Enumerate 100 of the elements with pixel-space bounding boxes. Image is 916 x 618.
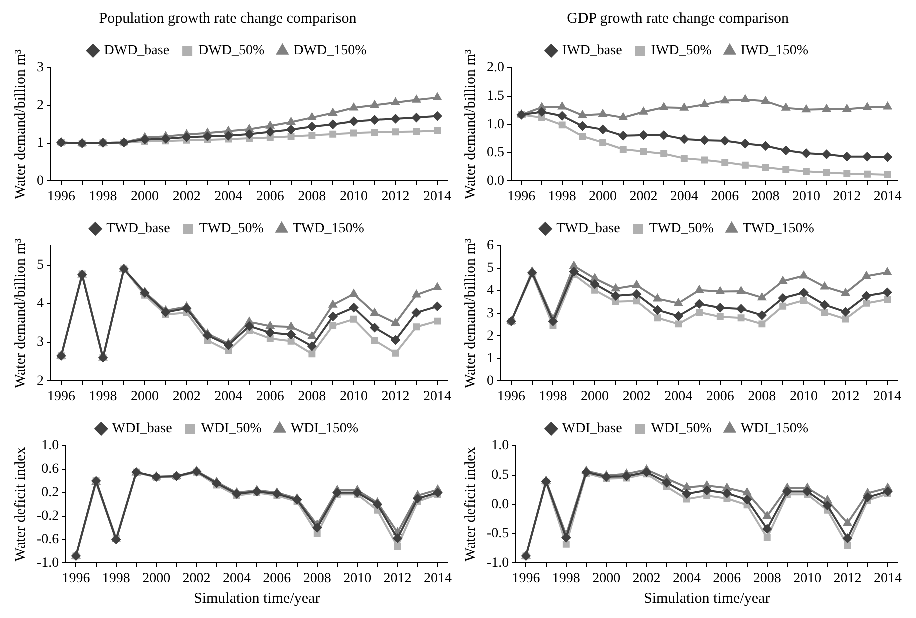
y-tick-label: 5 [37,258,44,273]
y-tick-label: 2.0 [487,60,504,76]
x-tick-label: 2008 [753,571,782,586]
x-tick-label: 1996 [47,189,76,204]
y-tick-label: 0 [487,374,494,389]
x-tick-label: 2002 [182,571,211,586]
legend-label: TWD_50% [199,222,264,237]
x-tick-label: 2000 [581,389,610,404]
y-tick-label: 1.0 [492,438,510,454]
x-tick-label: 2008 [748,389,776,404]
legend-label: WDI_50% [651,422,712,437]
x-tick-label: 2004 [670,189,698,204]
y-tick-label: -1.0 [36,556,60,571]
y-tick-label: 6 [487,238,494,254]
x-tick-label: 2012 [832,389,860,404]
x-tick-label: 1996 [512,571,540,586]
x-tick-label: 2010 [340,389,368,404]
x-tick-label: 2012 [384,571,412,586]
x-tick-label: 2008 [303,571,332,586]
legend-label: WDI_50% [201,422,262,437]
x-tick-label: 2000 [592,571,621,586]
x-tick-label: 1998 [102,571,130,586]
x-tick-label: 1996 [508,189,536,204]
y-tick-label: 0.0 [492,497,510,512]
y-tick-label: 0.5 [492,468,510,483]
y-tick-label: -0.2 [36,508,60,524]
x-tick-label: 2010 [792,189,820,204]
y-tick-label: 0.0 [487,174,504,189]
x-tick-label: 2000 [142,571,171,586]
legend-label: TWD_base [106,222,170,237]
y-tick-label: 5 [487,261,494,276]
x-tick-label: 2004 [214,389,243,404]
x-tick-label: 2006 [711,189,740,204]
y-axis-title: Water deficit index [12,446,29,562]
x-tick-label: 1998 [89,189,118,204]
y-tick-label: 4 [37,296,44,312]
x-tick-label: 2008 [752,189,780,204]
x-tick-label: 1996 [47,389,76,404]
x-tick-label: 2014 [874,389,902,404]
legend-label: TWD_base [556,222,620,237]
chart-title: GDP growth rate change comparison [567,10,790,27]
x-tick-label: 2012 [834,571,862,586]
x-tick-label: 2014 [424,189,452,204]
y-tick-label: 3 [37,60,44,76]
x-tick-label: 1998 [548,189,576,204]
y-tick-label: -0.5 [486,526,510,542]
y-tick-label: -0.6 [36,532,60,548]
x-tick-label: 2002 [632,571,661,586]
x-tick-label: 2014 [874,189,902,204]
y-axis-title: Water demand/billion m³ [462,238,479,389]
x-tick-label: 1998 [552,571,580,586]
y-tick-label: -1.0 [486,556,510,571]
legend-label: TWD_150% [292,222,365,237]
x-tick-label: 2006 [263,571,292,586]
y-axis-title: Water demand/billion m³ [12,49,29,200]
y-tick-label: 1 [487,351,494,366]
x-tick-label: 2014 [424,571,452,586]
x-tick-label: 2010 [340,189,368,204]
x-tick-label: 2000 [131,389,160,404]
x-tick-label: 2008 [298,389,326,404]
x-tick-label: 2006 [256,389,284,404]
x-tick-label: 2002 [172,389,201,404]
x-tick-label: 1998 [89,389,118,404]
y-tick-label: 0.2 [42,486,60,501]
x-tick-label: 1996 [62,571,90,586]
legend-label: WDI_base [112,422,172,437]
legend-label: IWD_base [562,44,622,59]
y-axis-title: Water demand/billion m³ [12,238,29,389]
legend-label: WDI_base [562,422,622,437]
y-tick-label: 4 [487,284,494,299]
legend-label: WDI_150% [740,422,809,437]
y-tick-label: 2 [487,328,494,344]
legend-label: WDI_150% [290,422,359,437]
x-tick-label: 1996 [497,389,526,404]
y-tick-label: 3 [487,306,494,322]
x-tick-label: 2000 [131,189,160,204]
y-tick-label: 2 [37,374,44,389]
x-tick-label: 2002 [172,189,201,204]
legend-label: TWD_50% [649,222,714,237]
chart-title: Population growth rate change comparison [99,10,358,27]
y-tick-label: 1.0 [42,438,60,454]
legend-label: DWD_150% [294,44,368,59]
x-tick-label: 2014 [874,571,902,586]
x-tick-label: 1998 [539,389,568,404]
y-tick-label: 0.5 [487,146,504,161]
x-tick-label: 2014 [424,389,452,404]
x-tick-label: 2006 [706,389,734,404]
y-axis-title: Water demand/billion m³ [462,49,479,200]
x-tick-label: 2010 [790,389,818,404]
y-axis-title: Water deficit index [462,446,479,562]
y-tick-label: 1 [37,136,44,152]
x-tick-label: 2008 [298,189,326,204]
y-tick-label: 1.0 [487,117,504,132]
y-tick-label: 1.5 [487,88,504,104]
x-tick-label: 2010 [794,571,822,586]
legend-label: DWD_base [104,44,170,59]
x-tick-label: 2006 [713,571,742,586]
x-tick-label: 2004 [672,571,701,586]
x-tick-label: 2002 [622,389,651,404]
y-tick-label: 3 [37,335,44,350]
